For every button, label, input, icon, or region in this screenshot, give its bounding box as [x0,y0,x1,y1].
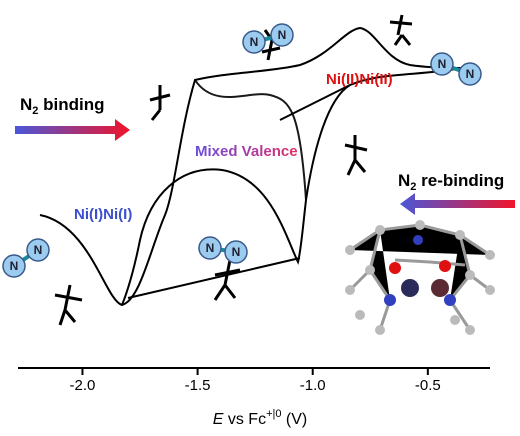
n-atom-label: N [438,57,447,71]
cv-curve [39,26,463,307]
n-atom [2,254,26,278]
x-tick-label: -1.5 [185,377,211,394]
x-axis-label: E vs Fc+|0 (V) [213,408,308,428]
n-atom-label: N [232,245,241,259]
n-atom-label: N [250,35,259,49]
label-part: binding [38,95,104,114]
n-atom [224,240,248,264]
molecule-structure [345,220,495,335]
label-part: E [213,411,224,428]
label-sub: 2 [410,181,416,193]
binding-label: N2 binding [20,95,105,116]
label-part: vs Fc [223,411,266,428]
binding-arrow [15,119,130,141]
label-sub: 2 [32,105,38,117]
n-atom [270,23,294,47]
n-atom [430,52,454,76]
x-tick-label: -2.0 [70,377,96,394]
label-part: N [20,95,32,114]
n-atom-label: N [466,67,475,81]
label-part: (V) [281,411,307,428]
n2-molecules: N N N N N N N N [2,23,482,278]
x-tick-label: -1.0 [300,377,326,394]
n-atom-label: N [206,241,215,255]
x-axis: -2.0 -1.5 -1.0 -0.5 [18,367,490,394]
n-atom [458,62,482,86]
low-state-label: Ni(I)Ni(I) [74,206,132,223]
label-part: N [398,171,410,190]
n-atom-label: N [10,259,19,273]
n-atom [242,30,266,54]
high-state-label: Ni(II)Ni(II) [326,71,393,88]
rebinding-arrow [400,193,515,215]
n-atom-label: N [34,243,43,257]
n-atom [26,238,50,262]
mixed-valence-label: Mixed Valence [195,143,298,160]
n-atom [198,236,222,260]
rebinding-label: N2 re-binding [398,171,504,192]
label-part: re-binding [416,171,504,190]
n-atom-label: N [278,28,287,42]
stick-figures [54,14,413,326]
x-tick-label: -0.5 [415,377,441,394]
label-sup: +|0 [266,408,281,420]
